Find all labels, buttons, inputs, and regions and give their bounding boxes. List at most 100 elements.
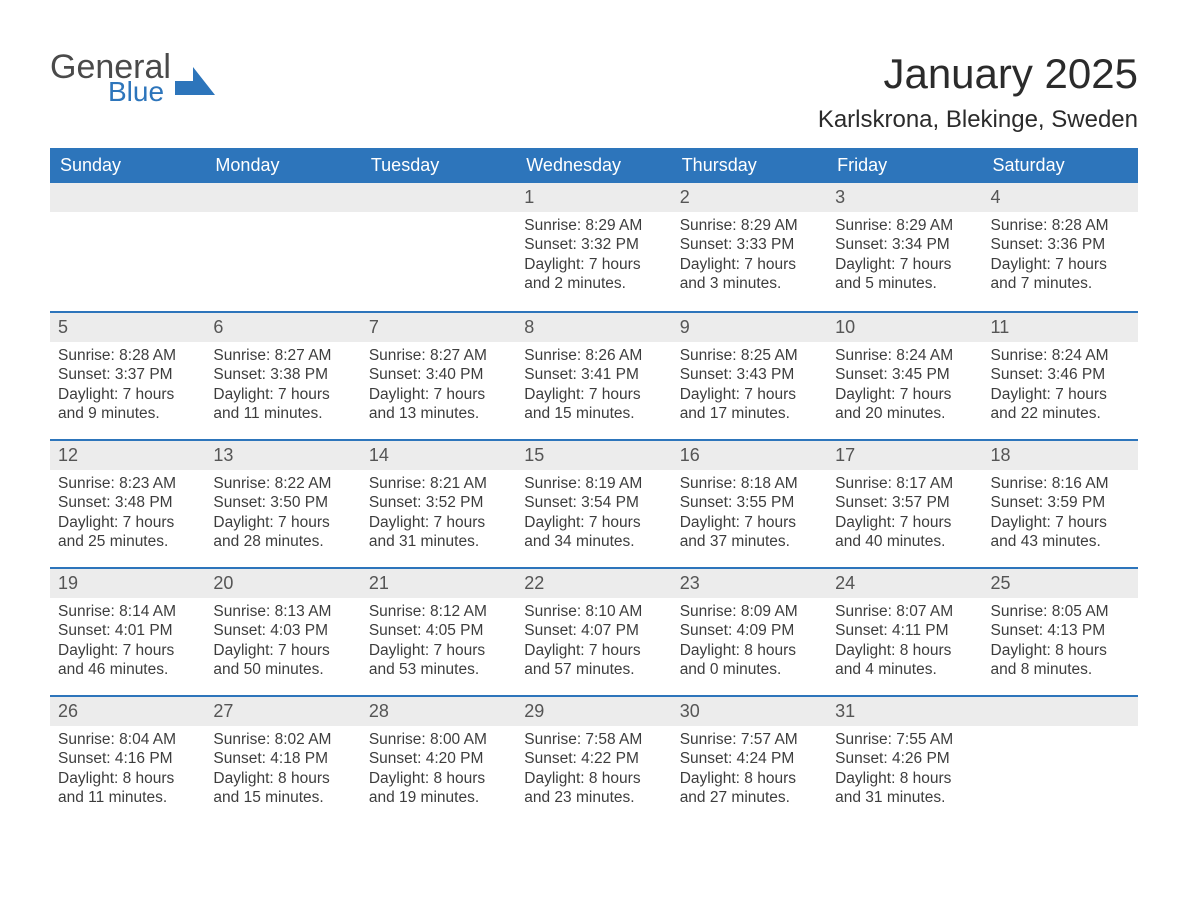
day-number: 7: [369, 317, 379, 337]
day-cell-21: 21Sunrise: 8:12 AMSunset: 4:05 PMDayligh…: [361, 569, 516, 695]
day-number: 30: [680, 701, 700, 721]
day-body: Sunrise: 8:28 AMSunset: 3:36 PMDaylight:…: [983, 212, 1138, 304]
daynum-strip: 12: [50, 441, 205, 470]
brand-flag-icon: [175, 67, 215, 95]
day-number: [369, 187, 374, 207]
day-cell-26: 26 Sunrise: 8:04 AMSunset: 4:16 PMDayligh…: [50, 697, 205, 823]
day-body: Sunrise: 8:27 AMSunset: 3:40 PMDaylight:…: [361, 342, 516, 434]
day-body: Sunrise: 8:05 AMSunset: 4:13 PMDaylight:…: [983, 598, 1138, 690]
day-cell-empty: [983, 697, 1138, 823]
day-body: [983, 726, 1138, 806]
weekday-header-row: SundayMondayTuesdayWednesdayThursdayFrid…: [50, 148, 1138, 183]
daynum-strip: 14: [361, 441, 516, 470]
day-body: Sunrise: 8:27 AMSunset: 3:38 PMDaylight:…: [205, 342, 360, 434]
daynum-strip: 31: [827, 697, 982, 726]
day-cell-empty: [50, 183, 205, 311]
daynum-strip: 19: [50, 569, 205, 598]
location-subtitle: Karlskrona, Blekinge, Sweden: [818, 106, 1138, 134]
day-number: 21: [369, 573, 389, 593]
day-cell-18: 18 Sunrise: 8:16 AMSunset: 3:59 PMDayligh…: [983, 441, 1138, 567]
daynum-strip: [50, 183, 205, 212]
daynum-strip: [205, 183, 360, 212]
day-number: 31: [835, 701, 855, 721]
day-cell-6: 6Sunrise: 8:27 AMSunset: 3:38 PMDaylight…: [205, 313, 360, 439]
daynum-strip: 22: [516, 569, 671, 598]
daynum-strip: 11: [983, 313, 1138, 342]
day-body: Sunrise: 8:19 AMSunset: 3:54 PMDaylight:…: [516, 470, 671, 562]
daynum-strip: 25: [983, 569, 1138, 598]
weekday-saturday: Saturday: [983, 148, 1138, 183]
day-body: Sunrise: 8:29 AMSunset: 3:34 PMDaylight:…: [827, 212, 982, 304]
week-row: 1 Sunrise: 8:29 AMSunset: 3:32 PMDaylight…: [50, 183, 1138, 311]
daynum-strip: 26: [50, 697, 205, 726]
day-number: 2: [680, 187, 690, 207]
daynum-strip: 13: [205, 441, 360, 470]
brand-blue: Blue: [108, 78, 171, 106]
daynum-strip: 7: [361, 313, 516, 342]
daynum-strip: 5: [50, 313, 205, 342]
daynum-strip: 20: [205, 569, 360, 598]
day-number: 17: [835, 445, 855, 465]
day-body: Sunrise: 8:16 AMSunset: 3:59 PMDaylight:…: [983, 470, 1138, 562]
day-cell-12: 12Sunrise: 8:23 AMSunset: 3:48 PMDayligh…: [50, 441, 205, 567]
day-number: 16: [680, 445, 700, 465]
daynum-strip: 27: [205, 697, 360, 726]
day-body: Sunrise: 7:57 AMSunset: 4:24 PMDaylight:…: [672, 726, 827, 818]
day-body: Sunrise: 8:14 AMSunset: 4:01 PMDaylight:…: [50, 598, 205, 690]
day-number: 4: [991, 187, 1001, 207]
daynum-strip: [361, 183, 516, 212]
weekday-monday: Monday: [205, 148, 360, 183]
day-number: 9: [680, 317, 690, 337]
weekday-wednesday: Wednesday: [516, 148, 671, 183]
day-number: 20: [213, 573, 233, 593]
day-cell-24: 24Sunrise: 8:07 AMSunset: 4:11 PMDayligh…: [827, 569, 982, 695]
day-body: Sunrise: 8:10 AMSunset: 4:07 PMDaylight:…: [516, 598, 671, 690]
day-cell-27: 27Sunrise: 8:02 AMSunset: 4:18 PMDayligh…: [205, 697, 360, 823]
day-number: 19: [58, 573, 78, 593]
daynum-strip: 3: [827, 183, 982, 212]
daynum-strip: 23: [672, 569, 827, 598]
day-body: Sunrise: 8:02 AMSunset: 4:18 PMDaylight:…: [205, 726, 360, 818]
day-body: Sunrise: 8:25 AMSunset: 3:43 PMDaylight:…: [672, 342, 827, 434]
daynum-strip: 15: [516, 441, 671, 470]
daynum-strip: 18: [983, 441, 1138, 470]
day-cell-29: 29 Sunrise: 7:58 AMSunset: 4:22 PMDayligh…: [516, 697, 671, 823]
day-cell-30: 30 Sunrise: 7:57 AMSunset: 4:24 PMDayligh…: [672, 697, 827, 823]
brand-logo: General Blue: [50, 50, 215, 106]
day-number: [58, 187, 63, 207]
day-body: Sunrise: 8:13 AMSunset: 4:03 PMDaylight:…: [205, 598, 360, 690]
title-block: January 2025 Karlskrona, Blekinge, Swede…: [818, 50, 1138, 134]
day-number: [213, 187, 218, 207]
day-body: Sunrise: 8:29 AMSunset: 3:32 PMDaylight:…: [516, 212, 671, 304]
day-cell-5: 5Sunrise: 8:28 AMSunset: 3:37 PMDaylight…: [50, 313, 205, 439]
day-number: 23: [680, 573, 700, 593]
day-number: 13: [213, 445, 233, 465]
day-cell-4: 4 Sunrise: 8:28 AMSunset: 3:36 PMDaylight…: [983, 183, 1138, 311]
day-number: 29: [524, 701, 544, 721]
daynum-strip: 9: [672, 313, 827, 342]
day-number: [991, 701, 996, 721]
weekday-thursday: Thursday: [672, 148, 827, 183]
daynum-strip: 4: [983, 183, 1138, 212]
day-cell-22: 22Sunrise: 8:10 AMSunset: 4:07 PMDayligh…: [516, 569, 671, 695]
daynum-strip: 21: [361, 569, 516, 598]
day-cell-7: 7 Sunrise: 8:27 AMSunset: 3:40 PMDaylight…: [361, 313, 516, 439]
day-body: Sunrise: 8:07 AMSunset: 4:11 PMDaylight:…: [827, 598, 982, 690]
day-number: 26: [58, 701, 78, 721]
weekday-friday: Friday: [827, 148, 982, 183]
day-body: Sunrise: 7:55 AMSunset: 4:26 PMDaylight:…: [827, 726, 982, 818]
day-body: Sunrise: 8:24 AMSunset: 3:46 PMDaylight:…: [983, 342, 1138, 434]
day-number: 18: [991, 445, 1011, 465]
day-number: 14: [369, 445, 389, 465]
day-body: Sunrise: 7:58 AMSunset: 4:22 PMDaylight:…: [516, 726, 671, 818]
daynum-strip: 6: [205, 313, 360, 342]
daynum-strip: 17: [827, 441, 982, 470]
daynum-strip: 2: [672, 183, 827, 212]
day-number: 10: [835, 317, 855, 337]
daynum-strip: 16: [672, 441, 827, 470]
day-body: Sunrise: 8:04 AMSunset: 4:16 PMDaylight:…: [50, 726, 205, 818]
brand-text: General Blue: [50, 50, 171, 106]
day-cell-2: 2Sunrise: 8:29 AMSunset: 3:33 PMDaylight…: [672, 183, 827, 311]
day-body: Sunrise: 8:23 AMSunset: 3:48 PMDaylight:…: [50, 470, 205, 562]
day-number: 1: [524, 187, 534, 207]
